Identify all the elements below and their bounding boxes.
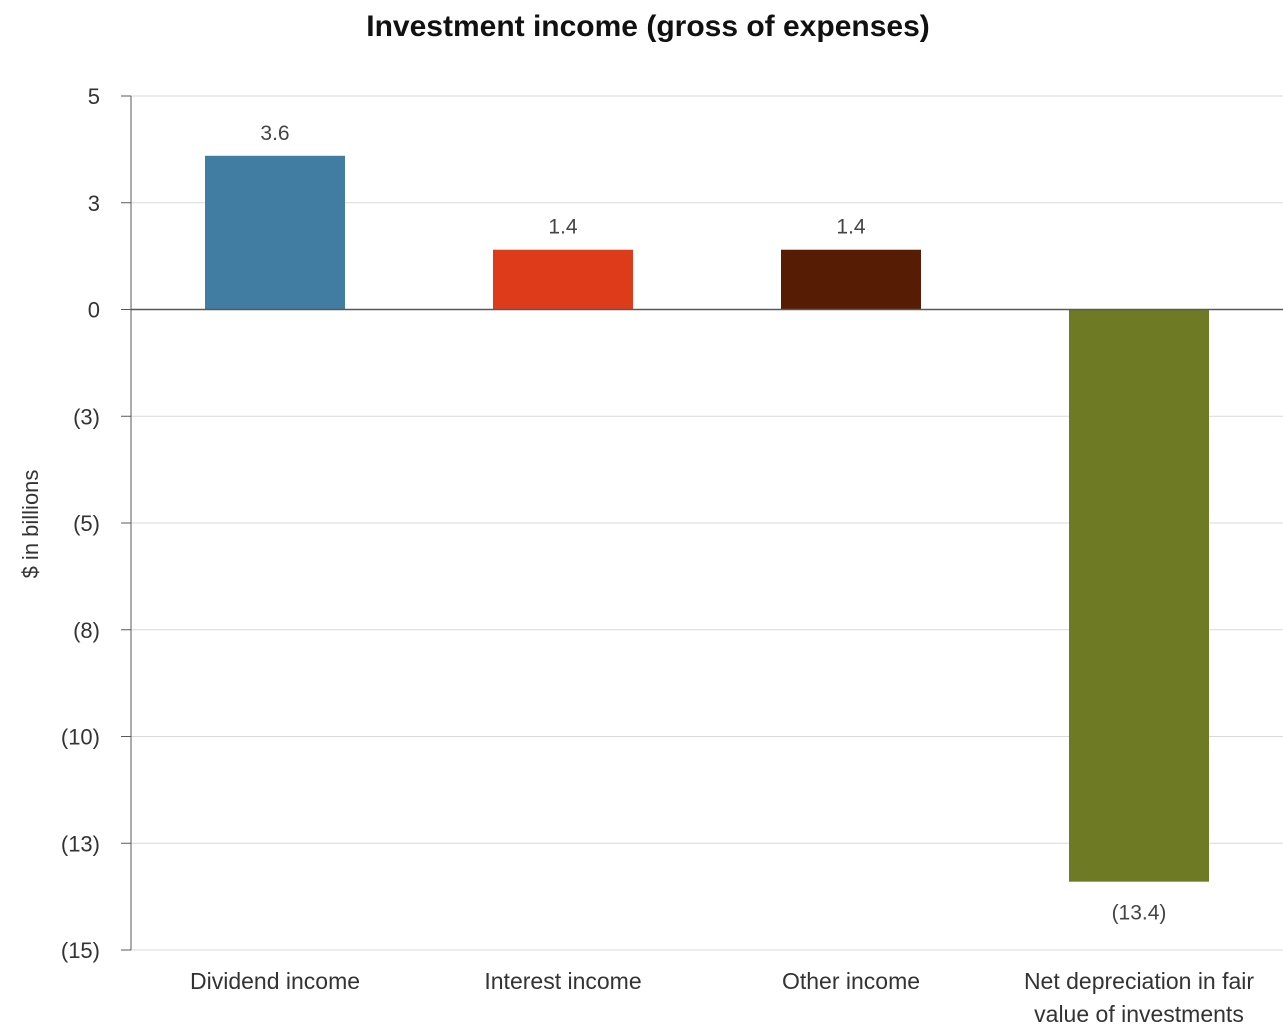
bar <box>781 249 921 310</box>
x-category-label-line: value of investments <box>1034 1001 1244 1027</box>
x-category-label-line: Net depreciation in fair <box>1024 968 1254 994</box>
y-tick-label: (8) <box>73 618 100 643</box>
data-label: 1.4 <box>836 216 866 239</box>
x-category-label-line: Other income <box>782 968 920 994</box>
data-label: (13.4) <box>1112 902 1167 925</box>
chart-title: Investment income (gross of expenses) <box>366 10 930 43</box>
x-category-label: Other income <box>782 968 920 994</box>
bar <box>493 249 633 310</box>
x-category-label-line: Interest income <box>484 968 641 994</box>
x-category-label: Interest income <box>484 968 641 994</box>
axes <box>121 95 1283 951</box>
data-label: 1.4 <box>548 216 578 239</box>
bar <box>1069 309 1209 882</box>
x-category-label: Net depreciation in fair value of investm… <box>1024 968 1254 1027</box>
y-axis-label: $ in billions <box>18 470 43 579</box>
data-label: 3.6 <box>260 122 289 145</box>
x-category-label-line: Dividend income <box>190 968 360 994</box>
x-category-label: Dividend income <box>190 968 360 994</box>
y-tick-label: (15) <box>61 938 100 963</box>
y-tick-label: (13) <box>61 831 100 856</box>
y-tick-label: 0 <box>88 298 100 323</box>
y-tick-label: (10) <box>61 725 100 750</box>
bar <box>205 155 345 310</box>
y-tick-label: (3) <box>73 404 100 429</box>
bars <box>205 155 1209 882</box>
y-tick-label: 3 <box>88 191 100 216</box>
y-tick-label: 5 <box>88 84 100 109</box>
y-tick-label: (5) <box>73 511 100 536</box>
labels: 5 3 0 (3) (5) (8) (10) (13) (15) 3.6 Dividend inco… <box>61 84 1255 1027</box>
